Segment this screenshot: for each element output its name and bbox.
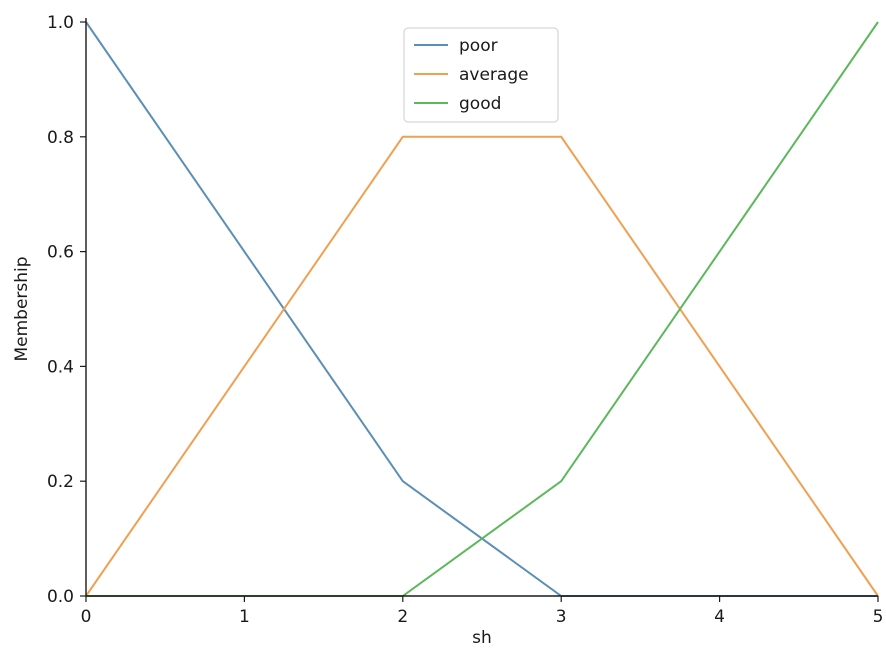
legend-items: poor average good: [414, 36, 529, 114]
x-tick-label: 4: [714, 607, 725, 627]
y-tick-label: 0.8: [47, 128, 74, 148]
legend-box: [403, 27, 559, 123]
y-tick-label: 0.6: [47, 243, 74, 263]
y-tick-label: 1.0: [47, 13, 74, 33]
series-line-average: [85, 135, 879, 597]
y-tick-label: 0.0: [47, 587, 74, 607]
legend-label-average: average: [459, 65, 529, 85]
legend-label-poor: poor: [459, 36, 498, 56]
y-tick-label: 0.2: [47, 472, 74, 492]
y-axis-title: Membership: [12, 256, 32, 361]
x-tick-label: 2: [397, 607, 408, 627]
legend-label-good: good: [459, 94, 501, 114]
legend: poor average good: [403, 27, 559, 123]
x-tick-label: 0: [81, 607, 92, 627]
x-tick-label: 3: [556, 607, 567, 627]
y-axis-ticks: 0.0 0.2 0.4 0.6 0.8 1.0: [47, 13, 86, 607]
y-tick-label: 0.4: [47, 357, 74, 377]
x-axis-ticks: 0 1 2 3 4 5: [81, 596, 884, 627]
x-axis-title: sh: [472, 628, 492, 648]
plot-area: 0 1 2 3 4 5 0.0 0.2 0.4 0.6 0.8 1.0: [47, 13, 883, 627]
x-tick-label: 1: [239, 607, 250, 627]
x-tick-label: 5: [873, 607, 884, 627]
